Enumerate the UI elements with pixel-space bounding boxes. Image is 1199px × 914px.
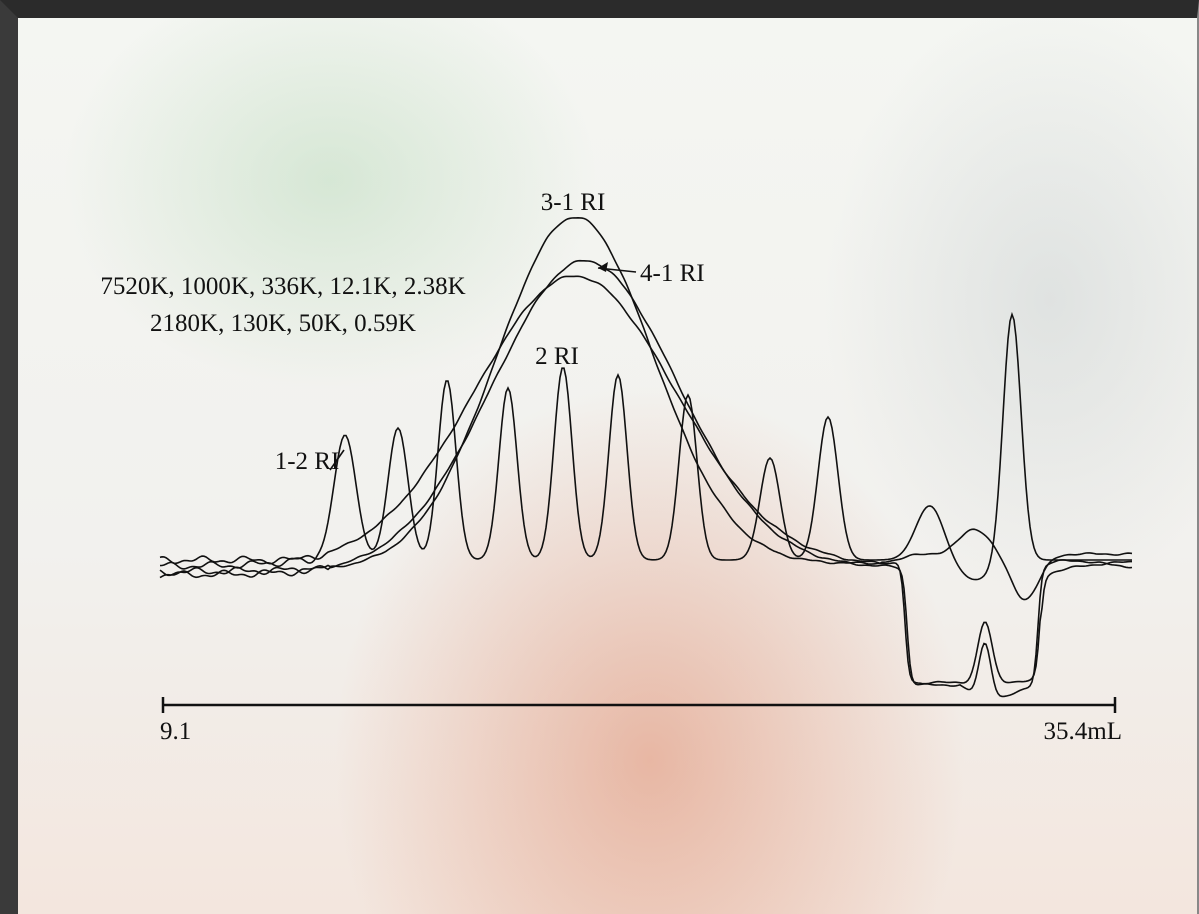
trace-label: 2 RI [535,343,579,370]
axis-end-label: 35.4mL [1044,718,1122,745]
trace-label: 1-2 RI [275,448,340,475]
trace [159,311,1132,581]
trace [159,259,1133,698]
trace-label: 3-1 RI [541,189,606,216]
traces [159,216,1133,698]
label-leader [329,449,345,471]
axis-start-label: 9.1 [160,718,191,745]
trace-label: 4-1 RI [640,260,705,287]
trace [159,275,1133,601]
standards-label: 7520K, 1000K, 336K, 12.1K, 2.38K [100,273,465,300]
trace [159,216,1132,685]
arrow-head [598,262,608,272]
standards-label: 2180K, 130K, 50K, 0.59K [150,310,416,337]
